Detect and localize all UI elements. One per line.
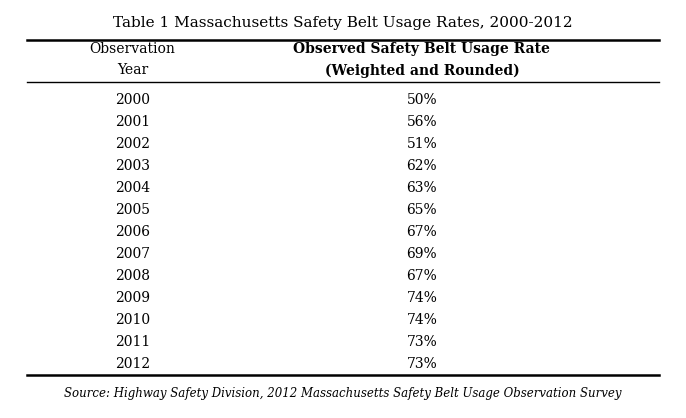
Text: 2000: 2000: [115, 93, 150, 107]
Text: Source: Highway Safety Division, 2012 Massachusetts Safety Belt Usage Observatio: Source: Highway Safety Division, 2012 Ma…: [64, 387, 622, 400]
Text: 69%: 69%: [407, 247, 437, 261]
Text: 2012: 2012: [115, 357, 150, 371]
Text: Observation: Observation: [90, 42, 176, 56]
Text: 62%: 62%: [407, 159, 437, 173]
Text: 2007: 2007: [115, 247, 150, 261]
Text: 73%: 73%: [407, 357, 437, 371]
Text: 56%: 56%: [407, 115, 437, 129]
Text: 74%: 74%: [406, 313, 437, 327]
Text: 2002: 2002: [115, 137, 150, 150]
Text: 67%: 67%: [407, 269, 437, 283]
Text: 2005: 2005: [115, 203, 150, 217]
Text: 2009: 2009: [115, 291, 150, 305]
Text: 73%: 73%: [407, 335, 437, 349]
Text: 2001: 2001: [115, 115, 150, 129]
Text: 65%: 65%: [407, 203, 437, 217]
Text: 2003: 2003: [115, 159, 150, 173]
Text: 2011: 2011: [115, 335, 150, 349]
Text: Table 1 Massachusetts Safety Belt Usage Rates, 2000-2012: Table 1 Massachusetts Safety Belt Usage …: [113, 16, 573, 30]
Text: (Weighted and Rounded): (Weighted and Rounded): [324, 63, 519, 77]
Text: 2006: 2006: [115, 225, 150, 239]
Text: 51%: 51%: [407, 137, 437, 150]
Text: 2010: 2010: [115, 313, 150, 327]
Text: 63%: 63%: [407, 181, 437, 195]
Text: 2008: 2008: [115, 269, 150, 283]
Text: 74%: 74%: [406, 291, 437, 305]
Text: Observed Safety Belt Usage Rate: Observed Safety Belt Usage Rate: [294, 42, 550, 56]
Text: 2004: 2004: [115, 181, 150, 195]
Text: 50%: 50%: [407, 93, 437, 107]
Text: 67%: 67%: [407, 225, 437, 239]
Text: Year: Year: [117, 63, 148, 77]
